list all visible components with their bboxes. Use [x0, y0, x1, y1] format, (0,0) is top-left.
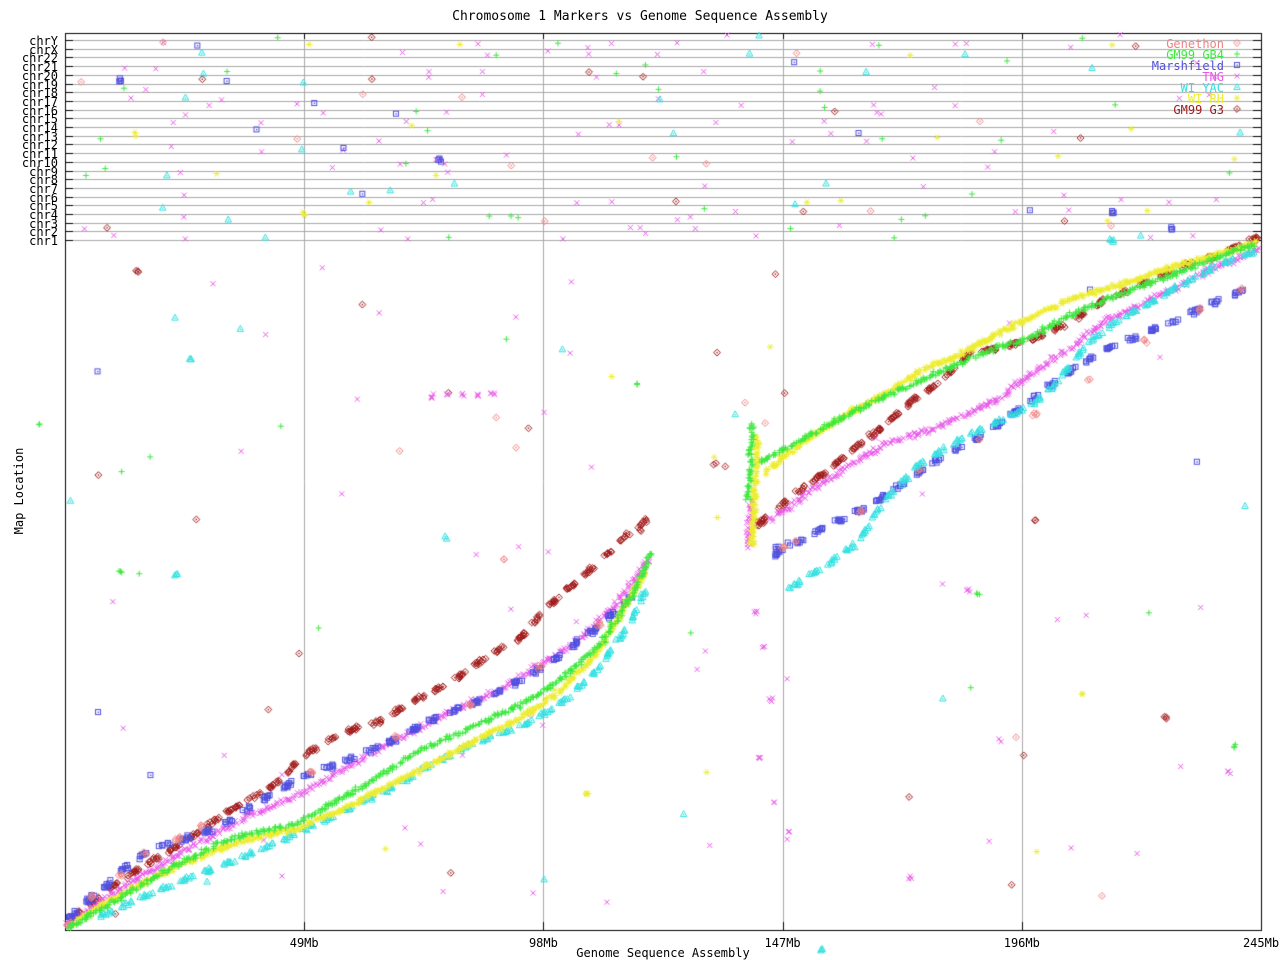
y-tick-label-chr22: chr22: [21, 51, 58, 66]
y-tick-label-chr11: chr11: [21, 147, 58, 162]
y-tick-label-chr6: chr6: [29, 190, 58, 205]
y-tick-label-chr9: chr9: [29, 164, 58, 179]
y-tick-label-chr18: chr18: [21, 86, 58, 101]
legend-item-marshfield: Marshfield: [1151, 59, 1224, 73]
y-tick-label-chr8: chr8: [29, 173, 58, 188]
y-tick-label-chr2: chr2: [29, 225, 58, 240]
y-tick-label-chr20: chr20: [21, 68, 58, 83]
x-tick-label-49Mb: 49Mb: [289, 936, 319, 950]
y-tick-label-chrX: chrX: [29, 42, 58, 57]
y-tick-label-chrY: chrY: [29, 34, 58, 48]
y-tick-label-chr7: chr7: [29, 181, 58, 196]
y-tick-label-chr19: chr19: [21, 77, 58, 92]
x-tick-label-196Mb: 196Mb: [1003, 936, 1040, 950]
y-axis-label: Map Location: [12, 447, 26, 535]
y-tick-label-chr4: chr4: [29, 208, 58, 222]
x-tick-label-98Mb: 98Mb: [528, 936, 558, 950]
x-axis-label: Genome Sequence Assembly: [576, 946, 750, 960]
y-tick-label-chr1: chr1: [29, 234, 58, 249]
legend-item-gm99_gb4: GM99 GB4: [1166, 48, 1224, 62]
y-tick-label-chr10: chr10: [21, 155, 58, 170]
chart-title: Chromosome 1 Markers vs Genome Sequence …: [452, 9, 828, 24]
y-tick-label-chr15: chr15: [21, 112, 58, 127]
legend-item-wi_rh: WI RH: [1187, 92, 1224, 106]
x-tick-label-245Mb: 245Mb: [1242, 936, 1280, 950]
legend-item-genethon: Genethon: [1166, 37, 1224, 51]
legend-item-wi_yac: WI YAC: [1180, 81, 1224, 95]
y-tick-label-chr5: chr5: [29, 199, 58, 214]
y-tick-label-chr21: chr21: [21, 60, 58, 75]
legend-item-tng: TNG: [1202, 70, 1224, 84]
y-tick-label-chr13: chr13: [21, 129, 58, 144]
y-tick-label-chr17: chr17: [21, 94, 58, 109]
y-tick-label-chr14: chr14: [21, 121, 58, 135]
legend-item-gm99_g3: GM99 G3: [1173, 103, 1224, 117]
y-tick-label-chr12: chr12: [21, 138, 58, 153]
y-tick-label-chr16: chr16: [21, 103, 58, 118]
y-tick-label-chr3: chr3: [29, 216, 58, 231]
x-tick-label-147Mb: 147Mb: [764, 936, 801, 950]
